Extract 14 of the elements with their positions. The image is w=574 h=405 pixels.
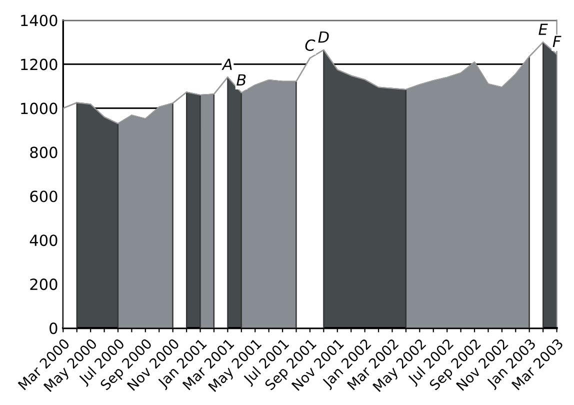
y-tick-label: 1200 xyxy=(21,58,58,70)
y-tick-label: 800 xyxy=(30,146,58,158)
annotation: A xyxy=(222,58,232,70)
y-tick-label: 0 xyxy=(50,322,58,334)
y-tick-label: 1000 xyxy=(21,102,58,114)
annotation: E xyxy=(538,24,548,35)
annotation: D xyxy=(318,31,329,43)
annotation: F xyxy=(552,36,562,47)
y-tick-label: 400 xyxy=(30,234,58,246)
y-tick-label: 1400 xyxy=(21,14,58,26)
y-tick-label: 200 xyxy=(30,278,58,290)
annotation: B xyxy=(236,74,246,86)
y-tick-label: 600 xyxy=(30,190,58,202)
annotation: C xyxy=(305,39,316,51)
